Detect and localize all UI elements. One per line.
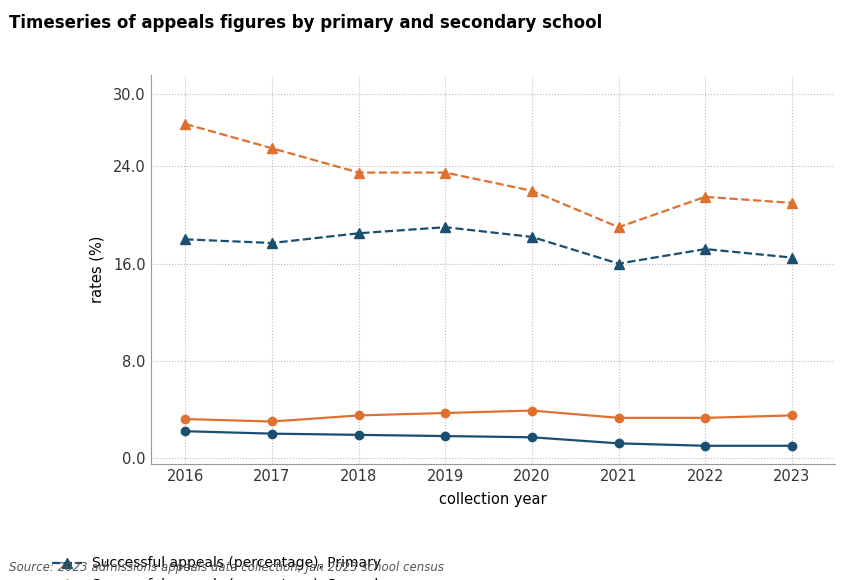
Text: Source: 2023 admissions appeals data collection; Jan 2023 school census: Source: 2023 admissions appeals data col… bbox=[9, 561, 443, 574]
Text: Timeseries of appeals figures by primary and secondary school: Timeseries of appeals figures by primary… bbox=[9, 14, 602, 32]
Legend: Successful appeals (percentage), Primary, Successful appeals (percentage), Secon: Successful appeals (percentage), Primary… bbox=[52, 556, 514, 580]
Y-axis label: rates (%): rates (%) bbox=[90, 236, 105, 303]
X-axis label: collection year: collection year bbox=[439, 492, 547, 507]
